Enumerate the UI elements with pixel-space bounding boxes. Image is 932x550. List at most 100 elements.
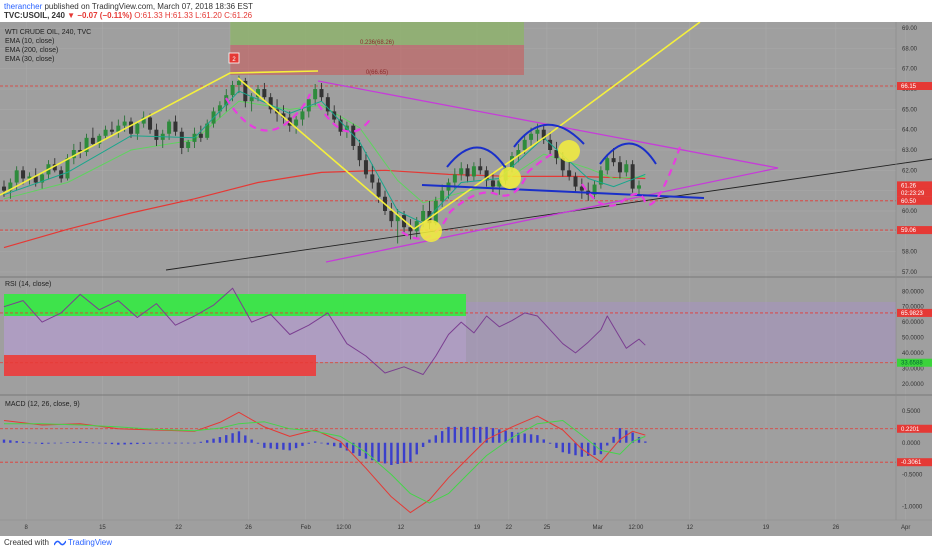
- price-label-bg: [897, 82, 932, 91]
- price-tick: 60.00: [902, 209, 918, 215]
- histogram-bar: [288, 442, 291, 451]
- histogram-bar: [193, 442, 196, 444]
- tradingview-brand[interactable]: TradingView: [68, 538, 113, 547]
- legend-ema30: EMA (30, close): [5, 56, 54, 63]
- price-label-bg: [897, 181, 932, 190]
- histogram-bar: [104, 442, 107, 444]
- histogram-bar: [517, 432, 520, 443]
- ema200-line: [3, 169, 646, 249]
- time-tick: 12: [398, 525, 405, 531]
- histogram-bar: [434, 435, 437, 443]
- histogram-bar: [225, 435, 228, 443]
- price-label: 33.6588: [901, 361, 923, 367]
- purple-triangle[interactable]: [317, 80, 779, 263]
- macd-tick: 0.0000: [902, 441, 921, 447]
- histogram-bar: [161, 442, 164, 444]
- histogram-bar: [218, 437, 222, 443]
- price-tick: 65.00: [902, 107, 918, 113]
- candle-body: [84, 137, 89, 153]
- histogram-bar: [460, 426, 463, 443]
- candle-body: [173, 121, 178, 132]
- time-axis[interactable]: 8 15 22 26 Feb 12:00 12 19 22 25 Mar 12:00 12 19 26 Apr: [25, 525, 911, 531]
- histogram-bar: [352, 442, 355, 454]
- histogram-bar: [148, 442, 152, 444]
- legend-ema200: EMA (200, close): [5, 47, 58, 54]
- histogram-bar: [364, 442, 368, 459]
- histogram-bar: [428, 439, 431, 443]
- price-label: 66.15: [901, 84, 917, 90]
- price-label-bg: [897, 358, 932, 367]
- candle-body: [363, 160, 368, 175]
- drawings[interactable]: [0, 22, 932, 271]
- yellow-trend-top[interactable]: [0, 70, 319, 196]
- histogram-bar: [21, 441, 25, 443]
- candle-body: [338, 119, 343, 132]
- histogram-bar: [313, 441, 317, 443]
- price-tick: 58.00: [902, 250, 918, 256]
- candle-body: [40, 174, 45, 183]
- candle-body: [516, 150, 521, 157]
- histogram-bar: [282, 442, 285, 450]
- rsi-band: [466, 302, 896, 362]
- macd-line: [3, 411, 646, 514]
- histogram-bar: [269, 442, 272, 449]
- publish-text: published on TradingView.com, March 07, …: [44, 2, 253, 11]
- histogram-bar: [561, 442, 564, 453]
- author-link[interactable]: therancher: [4, 2, 43, 11]
- black-trendline[interactable]: [165, 158, 932, 271]
- price-label-bg: [897, 226, 932, 235]
- price-axis-macd[interactable]: 0.5000 0.0000 -0.5000 -1.0000 0.2201 -0.3061: [897, 409, 932, 510]
- chart-footer: Created with TradingView: [0, 536, 932, 550]
- histogram-bar: [110, 442, 114, 445]
- histogram-bar: [28, 442, 31, 444]
- neckline[interactable]: [421, 184, 705, 199]
- candle-body: [262, 89, 267, 98]
- candle-body: [478, 166, 483, 171]
- candle-body: [249, 97, 254, 102]
- candle-body: [300, 111, 305, 120]
- price-axis-rsi[interactable]: 80.0000 70.0000 60.0000 50.0000 40.0000 30.00…: [897, 289, 932, 388]
- time-tick: 12: [686, 525, 693, 531]
- yellow-highlight-circles: [420, 140, 580, 242]
- time-tick: Apr: [901, 525, 910, 531]
- chart-header: therancher published on TradingView.com,…: [0, 0, 932, 22]
- histogram-bar: [212, 438, 215, 443]
- candle-body: [433, 200, 438, 224]
- price-tick: 64.00: [902, 128, 918, 134]
- candle-body: [148, 117, 153, 130]
- candle-body: [497, 180, 502, 187]
- candle-body: [8, 182, 13, 191]
- price-label: 02:23:29: [901, 191, 925, 197]
- macd-tick: 0.5000: [902, 409, 921, 415]
- shoulder-arc-right[interactable]: [599, 142, 657, 165]
- candle-body: [198, 133, 203, 138]
- rsi-red-box[interactable]: [4, 355, 316, 376]
- candle-body: [452, 174, 457, 183]
- shoulder-arc-left[interactable]: [446, 146, 506, 168]
- candle-body: [90, 137, 95, 144]
- annotation-badge[interactable]: 2: [228, 52, 240, 64]
- candle-body: [598, 170, 603, 185]
- histogram-bar: [250, 439, 253, 443]
- head-arc[interactable]: [513, 123, 585, 148]
- magenta-dashed-curves[interactable]: [225, 93, 682, 240]
- candle-body: [319, 89, 324, 98]
- yellow-leg-up[interactable]: [413, 22, 701, 230]
- histogram-bar: [72, 441, 76, 443]
- grid-lines: [0, 22, 906, 520]
- histogram-bar: [339, 442, 342, 448]
- candle-body: [14, 170, 19, 183]
- candle-body: [306, 99, 311, 112]
- candle-body: [535, 129, 540, 134]
- histogram-bar: [409, 442, 412, 462]
- rsi-green-box[interactable]: [4, 294, 466, 316]
- yellow-leg-down[interactable]: [237, 77, 415, 230]
- candle-body: [624, 164, 629, 173]
- price-tick: 66.00: [902, 87, 918, 93]
- histogram-bar: [333, 442, 336, 447]
- histogram-bar: [644, 441, 647, 443]
- price-axis-main[interactable]: 69.00 68.00 67.00 66.00 65.00 64.00 63.00 62.00…: [897, 26, 932, 276]
- histogram-bar: [199, 441, 203, 443]
- candle-body: [236, 80, 241, 85]
- chart-canvas[interactable]: 2 0.236(68.26) 0(66.65) WTI CRUDE OIL, 2…: [0, 22, 932, 536]
